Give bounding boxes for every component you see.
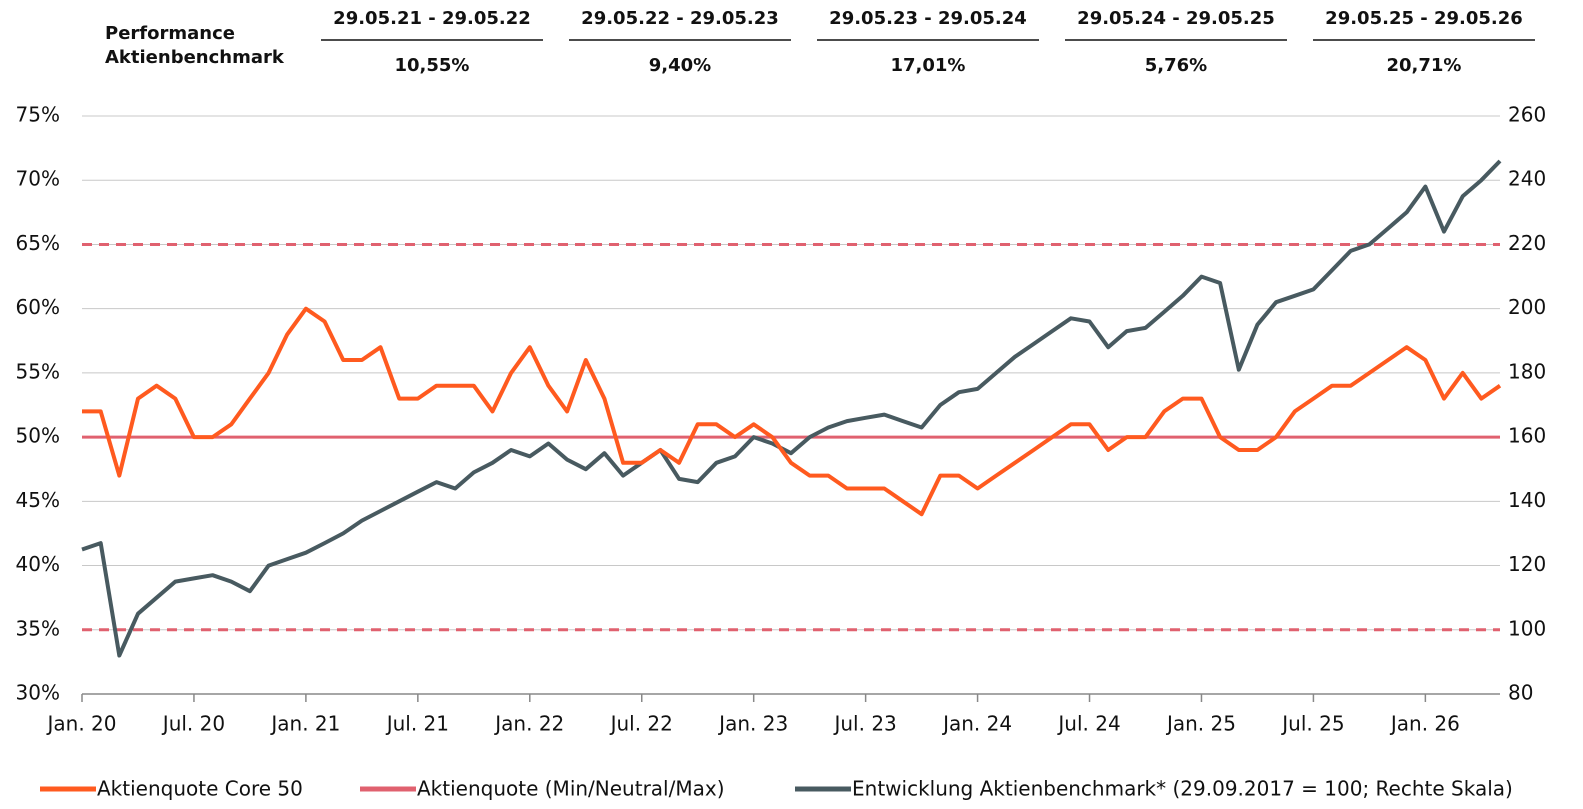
x-tick-label: Jul. 21 [385, 712, 449, 736]
performance-value: 20,71% [1387, 55, 1462, 76]
y-tick-label: 75% [16, 103, 60, 127]
legend-label: Aktienquote (Min/Neutral/Max) [417, 777, 725, 801]
y-tick-label: 50% [16, 424, 60, 448]
x-tick-label: Jan. 22 [493, 712, 564, 736]
y2-tick-label: 180 [1508, 359, 1546, 383]
y2-tick-label: 220 [1508, 231, 1546, 255]
y-tick-label: 55% [16, 359, 60, 383]
x-tick-label: Jan. 25 [1165, 712, 1236, 736]
x-tick-label: Jan. 20 [46, 712, 117, 736]
legend-label: Aktienquote Core 50 [97, 777, 303, 801]
series-line [82, 306, 1502, 517]
y2-tick-label: 100 [1508, 616, 1546, 640]
y2-tick-label: 260 [1508, 103, 1546, 127]
legend-label: Entwicklung Aktienbenchmark* (29.09.2017… [852, 777, 1513, 801]
y2-tick-label: 240 [1508, 167, 1546, 191]
y2-tick-label: 120 [1508, 552, 1546, 576]
y2-tick-label: 160 [1508, 424, 1546, 448]
y-tick-label: 45% [16, 488, 60, 512]
y2-tick-label: 140 [1508, 488, 1546, 512]
performance-heading: Performance [105, 23, 235, 44]
x-tick-label: Jul. 25 [1280, 712, 1344, 736]
performance-value: 17,01% [891, 55, 966, 76]
performance-value: 5,76% [1145, 55, 1207, 76]
series-line [81, 159, 1502, 658]
x-tick-label: Jul. 23 [832, 712, 896, 736]
x-tick-label: Jul. 20 [161, 712, 225, 736]
y2-tick-label: 200 [1508, 295, 1546, 319]
y-tick-label: 40% [16, 552, 60, 576]
x-tick-label: Jan. 23 [717, 712, 788, 736]
y-tick-label: 30% [16, 681, 60, 705]
y2-tick-label: 80 [1508, 681, 1533, 705]
x-tick-label: Jul. 24 [1056, 712, 1120, 736]
x-tick-label: Jan. 21 [269, 712, 340, 736]
y-tick-label: 65% [16, 231, 60, 255]
period-label: 29.05.21 - 29.05.22 [333, 8, 531, 29]
x-tick-label: Jul. 22 [609, 712, 673, 736]
x-tick-label: Jan. 26 [1389, 712, 1460, 736]
x-tick-label: Jan. 24 [941, 712, 1012, 736]
y-tick-label: 70% [16, 167, 60, 191]
period-label: 29.05.25 - 29.05.26 [1325, 8, 1523, 29]
period-label: 29.05.22 - 29.05.23 [581, 8, 779, 29]
period-label: 29.05.24 - 29.05.25 [1077, 8, 1275, 29]
y-tick-label: 35% [16, 616, 60, 640]
performance-value: 9,40% [649, 55, 711, 76]
y-tick-label: 60% [16, 295, 60, 319]
period-label: 29.05.23 - 29.05.24 [829, 8, 1027, 29]
performance-value: 10,55% [395, 55, 470, 76]
performance-heading: Aktienbenchmark [105, 47, 285, 68]
